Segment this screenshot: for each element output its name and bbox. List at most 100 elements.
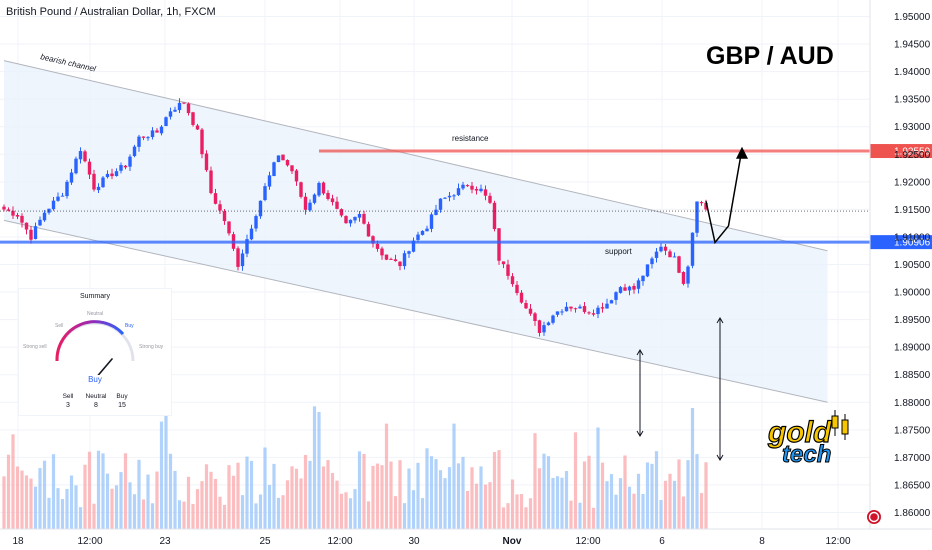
candle [443, 196, 447, 199]
candle-body [650, 258, 654, 265]
candle-body [375, 243, 380, 249]
candle-body [555, 311, 560, 315]
volume-bar [614, 494, 618, 529]
volume-bar [281, 495, 285, 529]
volume-bar [434, 459, 438, 529]
candle [33, 222, 38, 240]
volume-bar [326, 460, 330, 529]
volume-bar [344, 492, 348, 529]
candle-body [461, 184, 465, 189]
candle [429, 212, 434, 233]
volume-bar [227, 465, 231, 529]
candle [83, 149, 87, 163]
candle [528, 303, 533, 316]
time-axis-tick: 23 [159, 536, 171, 547]
candle-body [258, 200, 263, 217]
volume-bar [231, 475, 236, 529]
candle-body [402, 253, 407, 267]
volume-bar [528, 498, 533, 529]
volume-bar [483, 484, 488, 529]
candle-body [240, 253, 245, 267]
candle-body [564, 306, 569, 312]
candle-body [591, 313, 596, 315]
volume-bar [168, 453, 173, 529]
volume-bar [114, 485, 119, 529]
candle-body [38, 219, 42, 226]
candle-body [542, 325, 546, 333]
volume-bar [690, 408, 695, 529]
volume-bar [438, 470, 443, 529]
candle [515, 281, 519, 296]
candle-body [605, 303, 609, 309]
candle-body [515, 284, 519, 293]
candle-body [123, 165, 128, 168]
candle [263, 183, 267, 202]
candle [11, 206, 15, 219]
candle [335, 196, 339, 210]
candle-body [474, 188, 479, 191]
candle-body [321, 182, 326, 194]
candle-body [6, 209, 11, 211]
candle-body [245, 239, 249, 254]
volume-bar [119, 472, 123, 529]
candle [456, 183, 461, 196]
candle-body [312, 194, 317, 203]
candle-body [596, 307, 600, 315]
volume-bar [479, 466, 483, 529]
candle-body [92, 173, 96, 190]
candle-body [200, 129, 204, 155]
candle-body [353, 216, 357, 221]
volume-bar [641, 494, 645, 529]
candle-body [492, 202, 497, 229]
candle [236, 246, 240, 271]
volume-bar [330, 473, 335, 529]
candle [101, 175, 105, 188]
volume-bar [501, 507, 506, 529]
candles [2, 98, 708, 337]
candle-body [69, 172, 74, 183]
volume-bar [362, 454, 366, 529]
candle [600, 302, 605, 313]
candle [317, 181, 321, 197]
volume-bar [110, 488, 114, 529]
candle-body [623, 287, 627, 291]
volume-bar [213, 478, 218, 529]
candle-body [420, 230, 425, 235]
candle [285, 159, 290, 167]
candle-body [380, 248, 384, 256]
candle [92, 169, 96, 192]
candle [407, 250, 411, 258]
candle [672, 252, 677, 258]
volume-bar [303, 455, 308, 529]
measure-arrow [636, 349, 644, 437]
candle-body [479, 188, 483, 192]
candle [227, 221, 231, 236]
volume-bar [312, 406, 317, 529]
candle-body [362, 213, 366, 224]
candle-body [56, 196, 60, 201]
volume-bar [366, 501, 371, 529]
candle-body [159, 126, 164, 134]
candle-body [560, 311, 564, 313]
candle [173, 106, 177, 112]
volume-bar [551, 477, 555, 529]
candle-body [429, 214, 434, 229]
volume-bar [623, 455, 627, 529]
candle-body [272, 162, 276, 177]
volume-bar [2, 476, 6, 529]
price-axis-tick: 1.87000 [894, 453, 931, 464]
volume-bar [515, 494, 519, 529]
candle [402, 250, 407, 270]
volume-bar [704, 462, 708, 529]
volume-bar [591, 507, 596, 529]
volume-bar [177, 500, 182, 529]
candle [690, 232, 695, 269]
candle-body [668, 251, 672, 258]
candle-body [33, 226, 38, 240]
candle-body [249, 228, 254, 240]
candle [420, 230, 425, 236]
candle-body [105, 173, 110, 178]
candle [290, 165, 294, 175]
candle [74, 156, 78, 175]
